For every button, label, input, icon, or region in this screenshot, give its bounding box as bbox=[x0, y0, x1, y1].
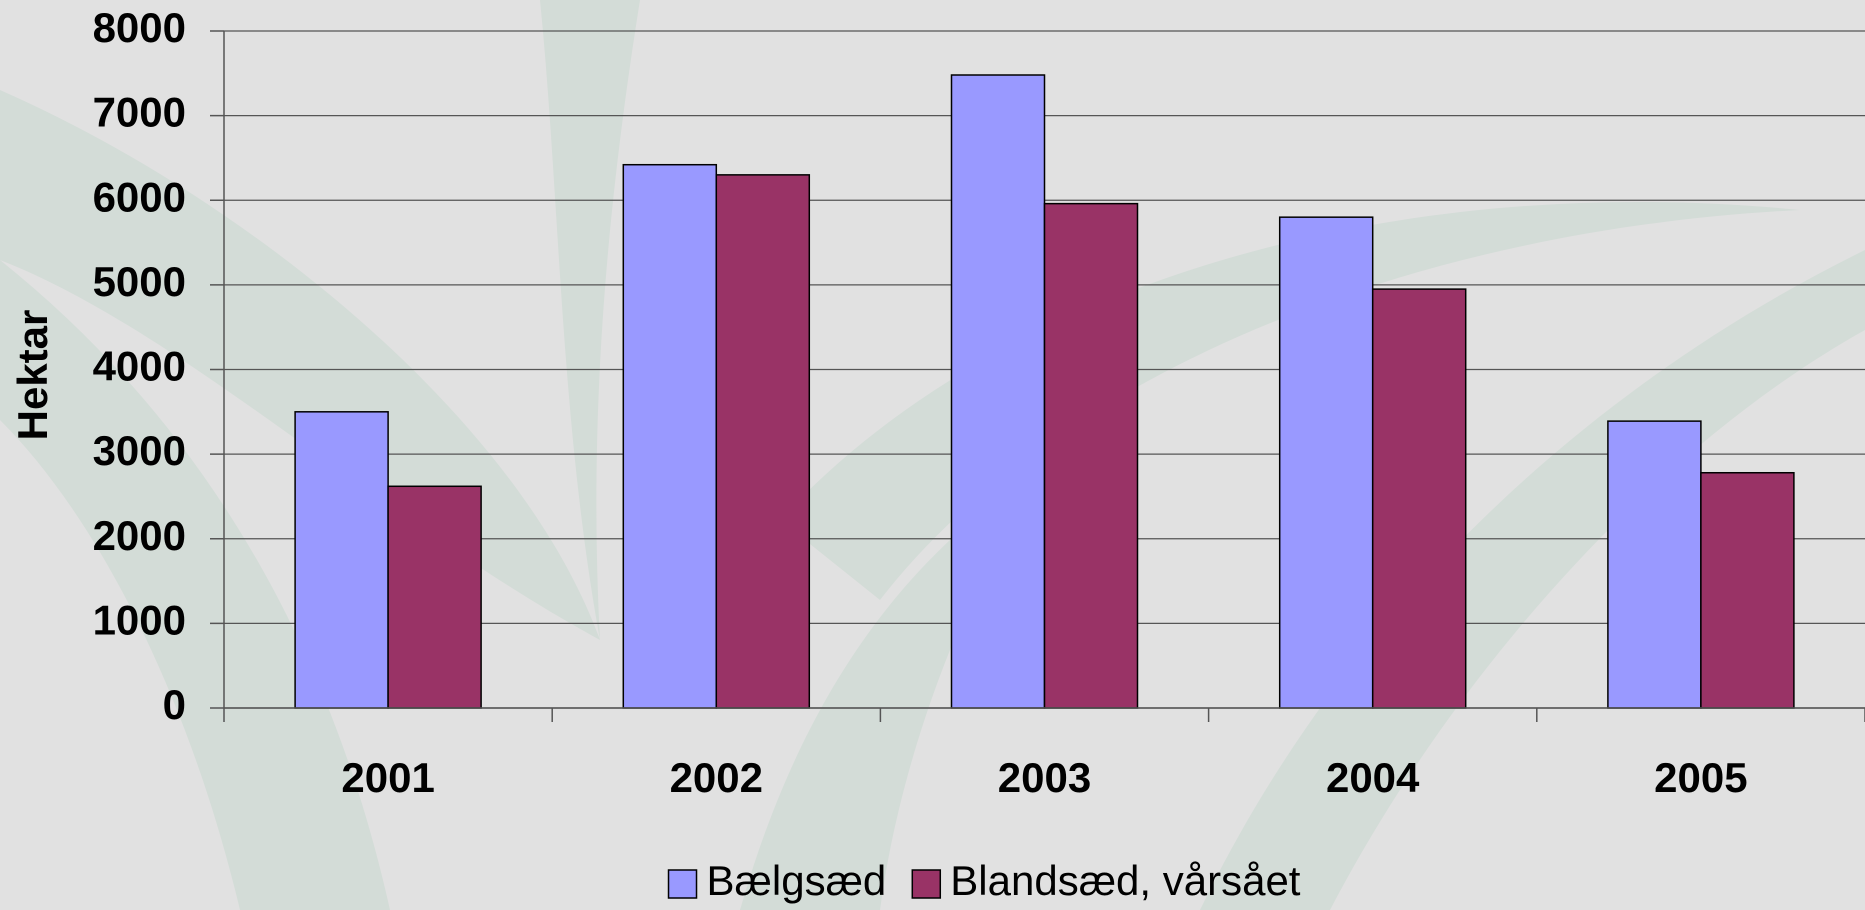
bar bbox=[294, 411, 389, 709]
y-tick-label: 4000 bbox=[93, 343, 186, 390]
bar bbox=[1607, 420, 1702, 709]
bar bbox=[715, 174, 811, 709]
bar bbox=[622, 163, 718, 709]
y-tick-label: 2000 bbox=[93, 512, 186, 559]
bar bbox=[950, 74, 1046, 709]
x-tick-label: 2002 bbox=[670, 754, 763, 801]
y-tick-label: 3000 bbox=[93, 427, 186, 474]
y-tick-label: 1000 bbox=[93, 596, 186, 643]
y-tick-label: 8000 bbox=[93, 4, 186, 51]
bar bbox=[1700, 471, 1795, 709]
y-tick-label: 6000 bbox=[93, 173, 186, 220]
legend-swatch bbox=[667, 869, 698, 899]
y-tick-label: 7000 bbox=[93, 89, 186, 136]
x-tick-label: 2004 bbox=[1326, 754, 1420, 801]
legend-label: Bælgsæd bbox=[707, 857, 887, 904]
y-tick-label: 5000 bbox=[93, 258, 186, 305]
bar bbox=[1043, 202, 1139, 709]
x-tick-label: 2003 bbox=[998, 754, 1091, 801]
legend-label: Blandsæd, vårsået bbox=[950, 857, 1301, 904]
y-tick-label: 0 bbox=[163, 681, 186, 728]
x-tick-label: 2005 bbox=[1654, 754, 1747, 801]
bar bbox=[387, 485, 482, 709]
x-tick-label: 2001 bbox=[341, 754, 434, 801]
y-axis-label: Hektar bbox=[9, 310, 56, 441]
legend-swatch bbox=[911, 869, 942, 899]
bar bbox=[1371, 288, 1467, 709]
bar bbox=[1278, 216, 1374, 709]
